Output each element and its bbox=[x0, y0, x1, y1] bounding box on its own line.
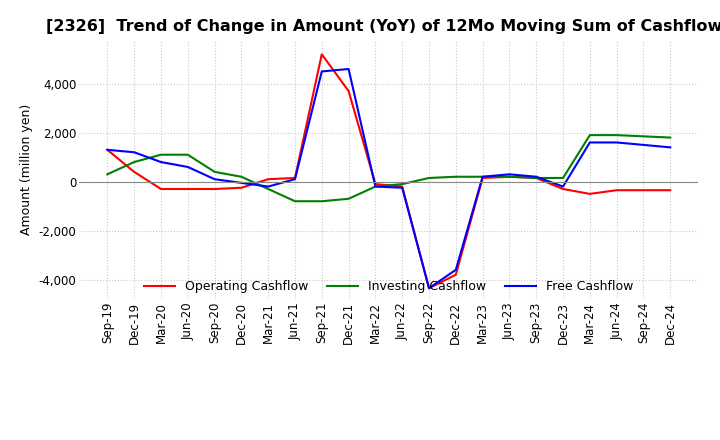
Operating Cashflow bbox=[157, 187, 166, 192]
Legend: Operating Cashflow, Investing Cashflow, Free Cashflow: Operating Cashflow, Investing Cashflow, … bbox=[139, 275, 639, 298]
Free Cashflow bbox=[157, 159, 166, 165]
Free Cashflow bbox=[264, 184, 272, 189]
Free Cashflow bbox=[344, 66, 353, 72]
Free Cashflow bbox=[505, 172, 514, 177]
Y-axis label: Amount (million yen): Amount (million yen) bbox=[20, 104, 33, 235]
Investing Cashflow bbox=[318, 198, 326, 204]
Investing Cashflow bbox=[478, 174, 487, 180]
Investing Cashflow bbox=[398, 181, 407, 187]
Operating Cashflow bbox=[451, 272, 460, 277]
Investing Cashflow bbox=[585, 132, 594, 138]
Investing Cashflow bbox=[210, 169, 219, 175]
Operating Cashflow bbox=[184, 187, 192, 192]
Free Cashflow bbox=[559, 184, 567, 189]
Operating Cashflow bbox=[559, 187, 567, 192]
Investing Cashflow bbox=[666, 135, 675, 140]
Free Cashflow bbox=[318, 69, 326, 74]
Investing Cashflow bbox=[157, 152, 166, 158]
Operating Cashflow bbox=[318, 51, 326, 57]
Free Cashflow bbox=[184, 164, 192, 169]
Operating Cashflow bbox=[505, 174, 514, 180]
Operating Cashflow bbox=[425, 286, 433, 291]
Free Cashflow bbox=[585, 140, 594, 145]
Line: Free Cashflow: Free Cashflow bbox=[107, 69, 670, 288]
Investing Cashflow bbox=[425, 175, 433, 180]
Free Cashflow bbox=[371, 184, 379, 189]
Operating Cashflow bbox=[666, 187, 675, 193]
Free Cashflow bbox=[291, 176, 300, 182]
Investing Cashflow bbox=[532, 175, 541, 180]
Investing Cashflow bbox=[103, 172, 112, 177]
Investing Cashflow bbox=[344, 196, 353, 202]
Operating Cashflow bbox=[291, 175, 300, 180]
Investing Cashflow bbox=[451, 174, 460, 180]
Free Cashflow bbox=[237, 180, 246, 186]
Free Cashflow bbox=[612, 140, 621, 145]
Free Cashflow bbox=[666, 145, 675, 150]
Operating Cashflow bbox=[478, 175, 487, 180]
Operating Cashflow bbox=[210, 187, 219, 192]
Investing Cashflow bbox=[291, 198, 300, 204]
Operating Cashflow bbox=[398, 184, 407, 189]
Operating Cashflow bbox=[612, 187, 621, 193]
Operating Cashflow bbox=[237, 185, 246, 191]
Operating Cashflow bbox=[639, 187, 648, 193]
Operating Cashflow bbox=[344, 88, 353, 94]
Free Cashflow bbox=[451, 267, 460, 272]
Investing Cashflow bbox=[639, 134, 648, 139]
Free Cashflow bbox=[639, 142, 648, 147]
Operating Cashflow bbox=[130, 169, 138, 175]
Operating Cashflow bbox=[264, 176, 272, 182]
Investing Cashflow bbox=[371, 184, 379, 189]
Operating Cashflow bbox=[585, 191, 594, 197]
Line: Investing Cashflow: Investing Cashflow bbox=[107, 135, 670, 201]
Investing Cashflow bbox=[237, 174, 246, 180]
Investing Cashflow bbox=[264, 187, 272, 192]
Line: Operating Cashflow: Operating Cashflow bbox=[107, 54, 670, 288]
Free Cashflow bbox=[532, 174, 541, 180]
Investing Cashflow bbox=[130, 159, 138, 165]
Investing Cashflow bbox=[612, 132, 621, 138]
Operating Cashflow bbox=[371, 181, 379, 187]
Investing Cashflow bbox=[184, 152, 192, 158]
Title: [2326]  Trend of Change in Amount (YoY) of 12Mo Moving Sum of Cashflows: [2326] Trend of Change in Amount (YoY) o… bbox=[46, 19, 720, 34]
Free Cashflow bbox=[478, 174, 487, 180]
Investing Cashflow bbox=[505, 174, 514, 180]
Free Cashflow bbox=[425, 286, 433, 291]
Free Cashflow bbox=[130, 150, 138, 155]
Operating Cashflow bbox=[103, 147, 112, 152]
Investing Cashflow bbox=[559, 175, 567, 180]
Free Cashflow bbox=[103, 147, 112, 152]
Free Cashflow bbox=[210, 176, 219, 182]
Operating Cashflow bbox=[532, 175, 541, 180]
Free Cashflow bbox=[398, 185, 407, 191]
